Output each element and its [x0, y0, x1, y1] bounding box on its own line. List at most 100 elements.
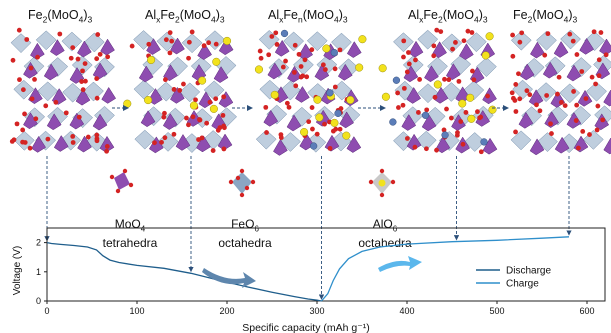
- oxygen-atom: [22, 111, 27, 117]
- oxygen-atom: [79, 79, 85, 84]
- oxygen-atom: [537, 108, 543, 114]
- oxygen-atom: [167, 50, 173, 56]
- oxygen-atom: [115, 188, 121, 194]
- feo6-octahedron: [259, 79, 281, 100]
- oxygen-atom: [434, 27, 440, 33]
- oxygen-atom: [83, 78, 88, 84]
- oxygen-atom: [573, 118, 579, 123]
- oxygen-atom: [390, 179, 396, 185]
- oxygen-atom: [70, 140, 76, 145]
- fe-ion: [280, 29, 289, 38]
- oxygen-atom: [257, 48, 263, 54]
- moo4-tetrahedron: [424, 65, 439, 83]
- moo4-tetrahedron: [273, 138, 288, 156]
- moo4-tetrahedron: [432, 41, 447, 59]
- moo4-tetrahedron: [77, 135, 92, 153]
- al-ion: [300, 128, 309, 137]
- oxygen-atom: [542, 52, 548, 58]
- moo4-tetrahedron: [140, 110, 156, 128]
- oxygen-atom: [171, 131, 177, 137]
- crystal-structure-3: [254, 29, 367, 156]
- oxygen-atom: [330, 128, 336, 134]
- oxygen-atom: [190, 114, 196, 120]
- feo6-octahedron: [167, 56, 189, 77]
- oxygen-atom: [453, 40, 458, 45]
- feo6-octahedron: [417, 29, 439, 50]
- fe-ion: [389, 118, 397, 126]
- al-ion: [270, 90, 279, 99]
- oxygen-atom: [280, 64, 286, 70]
- oxygen-atom: [519, 30, 525, 36]
- oxygen-atom: [193, 97, 198, 103]
- moo4-tetrahedron: [406, 86, 422, 104]
- oxygen-atom: [163, 37, 169, 43]
- oxygen-atom: [579, 69, 585, 74]
- moo4-tetrahedron: [274, 39, 290, 57]
- al-ion: [209, 104, 218, 113]
- oxygen-atom: [594, 127, 600, 133]
- oxygen-atom: [450, 46, 456, 52]
- moo4-tetrahedron: [459, 43, 474, 60]
- oxygen-atom: [575, 145, 581, 151]
- al-ion: [467, 114, 476, 123]
- oxygen-atom: [278, 135, 284, 140]
- oxygen-atom: [235, 175, 241, 181]
- oxygen-atom: [27, 145, 33, 151]
- oxygen-atom: [562, 103, 568, 109]
- oxygen-atom: [163, 77, 168, 83]
- al-ion: [378, 179, 386, 187]
- oxygen-atom: [263, 104, 269, 110]
- oxygen-atom: [206, 40, 212, 46]
- oxygen-atom: [320, 62, 326, 68]
- feo6-octahedron: [536, 30, 557, 51]
- feo6-octahedron: [570, 57, 592, 77]
- al-ion: [322, 44, 331, 53]
- oxygen-atom: [431, 53, 437, 59]
- moo4-tetrahedron: [77, 40, 92, 58]
- oxygen-atom: [17, 77, 22, 83]
- oxygen-atom: [197, 117, 202, 122]
- al-ion: [458, 99, 467, 108]
- oxygen-atom: [292, 42, 298, 48]
- oxygen-atom: [104, 148, 110, 154]
- oxygen-atom: [70, 45, 76, 50]
- oxygen-atom: [469, 30, 475, 35]
- oxygen-atom: [591, 29, 597, 35]
- oxygen-atom: [424, 107, 430, 113]
- oxygen-atom: [527, 92, 533, 98]
- al-ion: [123, 99, 132, 108]
- oxygen-atom: [94, 132, 100, 138]
- feo6-octahedron: [133, 79, 155, 100]
- oxygen-atom: [596, 73, 602, 79]
- moo4-tetrahedron: [579, 37, 594, 55]
- feo6-octahedron: [179, 82, 201, 103]
- feo6-octahedron: [283, 31, 305, 52]
- oxygen-atom: [45, 136, 51, 142]
- feo6-octahedron: [570, 105, 592, 126]
- oxygen-atom: [80, 68, 85, 74]
- oxygen-atom: [544, 93, 550, 98]
- legend-label-charge: Charge: [506, 279, 539, 290]
- feo6-octahedron: [441, 33, 463, 54]
- oxygen-atom: [548, 121, 553, 127]
- feo6-octahedron: [280, 132, 301, 152]
- al-ion: [485, 32, 494, 41]
- plot-frame: [46, 227, 606, 302]
- feo6-octahedron: [291, 106, 313, 127]
- feo6-octahedron: [559, 83, 581, 104]
- oxygen-atom: [162, 135, 168, 141]
- moo4-tetrahedron: [75, 88, 91, 106]
- oxygen-atom: [434, 147, 439, 153]
- moo4-tetrahedron: [197, 43, 212, 60]
- oxygen-atom: [68, 55, 74, 61]
- oxygen-atom: [221, 123, 227, 129]
- oxygen-atom: [337, 47, 343, 53]
- feo6-octahedron: [62, 82, 84, 103]
- feo6-octahedron: [535, 82, 557, 103]
- feo6-octahedron: [463, 80, 485, 101]
- oxygen-atom: [587, 132, 592, 137]
- feo6-octahedron: [255, 129, 277, 150]
- oxygen-atom: [432, 94, 438, 100]
- oxygen-atom: [413, 57, 418, 63]
